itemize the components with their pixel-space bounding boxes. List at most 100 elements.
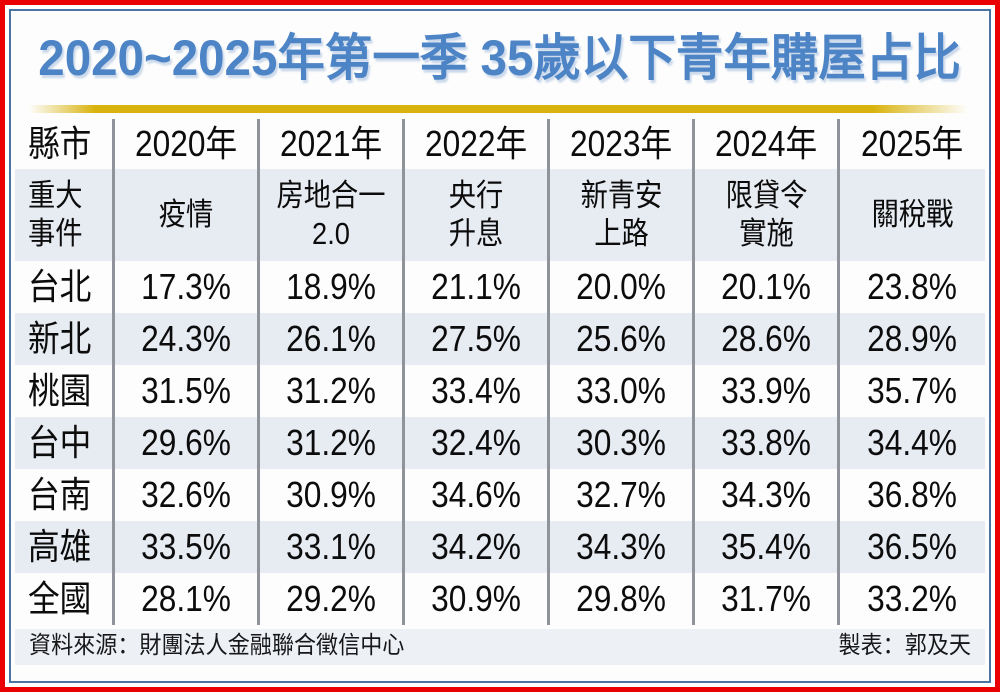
value-cell-text: 35.4% [721, 525, 811, 568]
value-cell-line: 30.9% [431, 577, 521, 619]
value-cell-text: 33.0% [576, 369, 666, 412]
value-cell-line: 35.4% [721, 525, 811, 567]
value-cell: 24.3% [115, 312, 260, 365]
value-cell-line: 31.5% [141, 369, 231, 411]
footer-source: 資料來源：財團法人金融聯合徵信中心 [29, 632, 437, 661]
events-row-label: 重大 事件 [15, 168, 115, 261]
footer-credit-text: 製表：郭及天 [838, 632, 971, 660]
value-cell: 33.0% [550, 364, 695, 417]
value-cell: 33.8% [695, 416, 840, 469]
value-cell-text: 27.5% [431, 317, 521, 360]
value-cell: 31.2% [260, 416, 405, 469]
footer: 資料來源：財團法人金融聯合徵信中心 製表：郭及天 [15, 628, 985, 665]
event-cell-line: 2.0 [312, 215, 350, 251]
value-cell-line: 31.2% [286, 369, 376, 411]
events-row-label-line: 重大 [28, 178, 83, 214]
column-header: 2025年 [840, 119, 985, 169]
event-cell-line: 實施 [738, 215, 794, 251]
value-cell-text: 24.3% [141, 317, 231, 360]
event-cell-line: 新青安 [580, 178, 662, 214]
column-header: 2021年 [260, 118, 405, 169]
value-cell-text: 32.6% [141, 473, 231, 516]
value-cell-text: 33.9% [721, 369, 811, 412]
value-cell: 17.3% [115, 260, 260, 313]
value-cell-text: 33.5% [141, 525, 231, 568]
value-cell-text: 34.3% [576, 525, 666, 568]
value-cell: 18.9% [260, 260, 405, 313]
region-label-line: 台南 [28, 473, 92, 515]
events-row: 重大 事件 疫情 房地合一 2.0 央行 升息 新青安 上路 限貸令 實施 關稅戰 [15, 168, 985, 261]
value-cell-text: 31.2% [286, 369, 376, 412]
event-cell-text: 房地合一 2.0 [276, 177, 385, 251]
column-header: 2023年 [550, 118, 695, 169]
column-header-text: 2025年 [861, 122, 963, 165]
column-header-line: 縣市 [28, 122, 92, 164]
value-cell-text: 18.9% [286, 265, 376, 308]
value-cell: 29.8% [550, 572, 695, 625]
value-cell: 36.5% [840, 521, 985, 573]
value-cell-text: 36.8% [868, 473, 958, 516]
value-cell-line: 33.5% [141, 525, 231, 567]
region-label: 台中 [15, 416, 115, 469]
value-cell-line: 32.4% [431, 421, 521, 463]
value-cell-text: 25.6% [576, 317, 666, 360]
region-label-line: 新北 [28, 317, 92, 359]
event-cell-line: 升息 [448, 215, 504, 251]
value-cell: 31.2% [260, 364, 405, 417]
value-cell-text: 33.4% [431, 369, 521, 412]
table-row: 高雄 33.5% 33.1% 34.2% 34.3% 35.4% 36.5% [15, 520, 985, 573]
event-cell-line: 上路 [593, 215, 649, 251]
value-cell-text: 31.2% [286, 421, 376, 464]
value-cell-line: 25.6% [576, 317, 666, 359]
value-cell-line: 20.0% [576, 265, 666, 307]
event-cell: 關稅戰 [840, 169, 985, 261]
value-cell-text: 32.4% [431, 421, 521, 464]
column-header-text: 2021年 [280, 122, 382, 165]
value-cell-line: 26.1% [286, 317, 376, 359]
value-cell-text: 26.1% [286, 317, 376, 360]
column-header-text: 縣市 [28, 122, 91, 165]
value-cell: 23.8% [840, 261, 985, 313]
value-cell: 29.6% [115, 416, 260, 469]
value-cell-line: 32.7% [576, 473, 666, 515]
value-cell-text: 20.1% [721, 265, 811, 308]
event-cell-line: 疫情 [158, 196, 214, 232]
event-cell-line: 房地合一 [276, 178, 386, 214]
value-cell-line: 34.6% [431, 473, 521, 515]
value-cell: 32.7% [550, 468, 695, 521]
value-cell-line: 23.8% [867, 265, 958, 307]
column-header-text: 2024年 [715, 122, 817, 165]
region-label-text: 桃園 [28, 369, 91, 412]
value-cell-text: 34.2% [431, 525, 521, 568]
value-cell: 31.7% [695, 572, 840, 625]
value-cell-text: 23.8% [868, 265, 958, 308]
value-cell-line: 30.3% [576, 421, 666, 463]
value-cell-line: 33.0% [576, 369, 666, 411]
value-cell: 28.6% [695, 312, 840, 365]
region-label-text: 新北 [28, 317, 91, 360]
event-cell: 限貸令 實施 [695, 168, 840, 261]
value-cell: 34.3% [695, 468, 840, 521]
region-label-text: 台南 [28, 473, 91, 516]
value-cell-line: 31.2% [286, 421, 376, 463]
region-label: 台南 [15, 468, 115, 521]
value-cell-text: 30.9% [431, 577, 521, 620]
value-cell: 31.5% [115, 364, 260, 417]
value-cell-line: 28.6% [721, 317, 811, 359]
value-cell: 25.6% [550, 312, 695, 365]
region-label-text: 全國 [28, 577, 91, 620]
table-row: 桃園 31.5% 31.2% 33.4% 33.0% 33.9% 35.7% [15, 364, 985, 417]
value-cell-line: 27.5% [431, 317, 521, 359]
value-cell: 30.3% [550, 416, 695, 469]
value-cell-text: 33.1% [286, 525, 376, 568]
value-cell-line: 33.2% [867, 577, 958, 619]
inner-blue-frame: 2020~2025年第一季 35歲以下青年購屋占比 縣市 2020年 2021年 20… [9, 9, 991, 683]
value-cell-text: 28.6% [721, 317, 811, 360]
region-label-line: 桃園 [28, 369, 92, 411]
table-row: 全國 28.1% 29.2% 30.9% 29.8% 31.7% 33.2% [15, 572, 985, 625]
event-cell-line: 關稅戰 [871, 196, 954, 232]
value-cell-text: 21.1% [431, 265, 521, 308]
event-cell-line: 央行 [448, 178, 504, 214]
value-cell-line: 34.2% [431, 525, 521, 567]
value-cell: 30.9% [405, 572, 550, 625]
